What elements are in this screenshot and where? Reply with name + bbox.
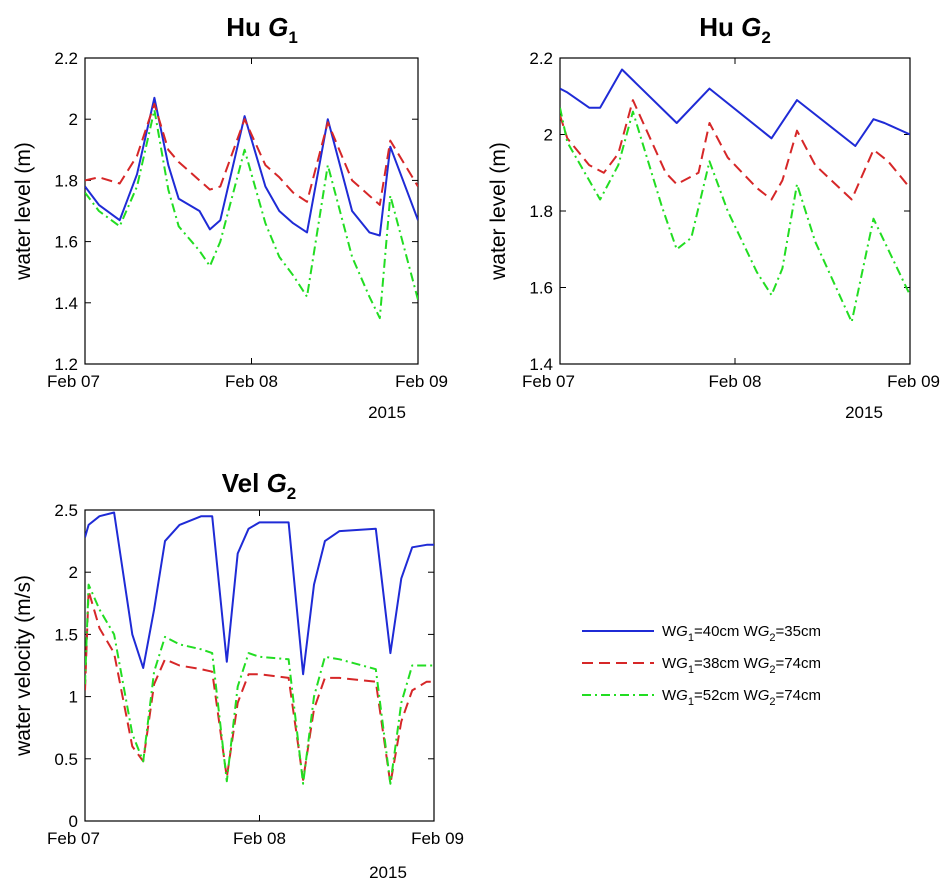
y-axis-label: water level (m) (487, 142, 510, 281)
series-line-dashed (85, 589, 434, 785)
legend-variable: G (676, 687, 688, 704)
x-axis-year-label: 2015 (845, 403, 883, 422)
legend-variable: G (758, 687, 770, 704)
title-subscript: 1 (288, 28, 297, 47)
legend-text-part: W (662, 623, 677, 640)
y-tick-label: 1.2 (54, 355, 78, 374)
y-tick-label: 1.5 (54, 625, 78, 644)
y-axis-label: water velocity (m/s) (12, 575, 35, 757)
y-tick-label: 0.5 (54, 750, 78, 769)
y-tick-label: 2.2 (529, 49, 553, 68)
legend-text-part: =74cm (776, 655, 821, 672)
y-tick-label: 0 (69, 812, 78, 831)
axes-frame (84, 57, 419, 365)
axes-frame (84, 509, 435, 822)
y-tick-label: 1.4 (54, 294, 78, 313)
axes-frame (559, 57, 911, 365)
chart-title: Hu G1 (226, 12, 298, 47)
title-subscript: 2 (761, 28, 770, 47)
y-tick-label: 1.6 (54, 233, 78, 252)
x-axis-year-label: 2015 (369, 863, 407, 882)
legend-variable: G (676, 655, 688, 672)
y-tick-label: 1.4 (529, 355, 553, 374)
legend-entry-label: WG1=52cm WG2=74cm (662, 687, 821, 708)
y-tick-label: 2 (69, 563, 78, 582)
legend-text-part: W (662, 687, 677, 704)
y-tick-label: 2.5 (54, 501, 78, 520)
title-subscript: 2 (287, 484, 296, 503)
legend-text-part: =40cm W (694, 623, 759, 640)
legend-subscript: 1 (688, 632, 694, 644)
series-line-solid (85, 96, 418, 237)
y-tick-label: 2 (544, 126, 553, 145)
series-line-dashdot (85, 583, 434, 785)
x-tick-label: Feb 08 (233, 829, 286, 848)
y-tick-label: 1 (69, 688, 78, 707)
legend-text-part: =38cm W (694, 655, 759, 672)
legend-text-part: =35cm (776, 623, 821, 640)
series-line-dashed (560, 99, 910, 201)
title-variable: G (268, 12, 288, 42)
legend-subscript: 1 (688, 664, 694, 676)
series-line-solid (85, 511, 434, 676)
chart-title: Hu G2 (699, 12, 771, 47)
y-tick-label: 1.8 (529, 202, 553, 221)
y-tick-label: 1.6 (529, 279, 553, 298)
x-tick-label: Feb 07 (522, 372, 575, 391)
chart-title: Vel G2 (222, 468, 297, 503)
chart-panel-hu-g1: 1.2 1.4 1.6 1.8 2 2.2 Feb 07 Feb 08 Feb 09 2015 wa… (12, 12, 448, 422)
title-prefix: Hu (699, 12, 741, 42)
x-tick-label: Feb 07 (47, 829, 100, 848)
series-line-dashdot (85, 109, 418, 320)
series-line-dashed (85, 102, 418, 206)
series-line-dashdot (560, 107, 910, 323)
x-tick-label: Feb 09 (411, 829, 464, 848)
legend-variable: G (758, 623, 770, 640)
legend-entry-label: WG1=40cm WG2=35cm (662, 623, 821, 644)
y-axis-label: water level (m) (12, 142, 35, 281)
y-tick-label: 2.2 (54, 49, 78, 68)
legend-subscript: 2 (769, 632, 775, 644)
title-variable: G (741, 12, 761, 42)
legend-subscript: 2 (769, 696, 775, 708)
title-prefix: Hu (226, 12, 268, 42)
title-prefix: Vel (222, 468, 267, 498)
x-tick-label: Feb 07 (47, 372, 100, 391)
x-tick-label: Feb 09 (395, 372, 448, 391)
legend-text-part: =52cm W (694, 687, 759, 704)
legend-subscript: 2 (769, 664, 775, 676)
y-tick-label: 2 (69, 110, 78, 129)
legend-variable: G (676, 623, 688, 640)
x-tick-label: Feb 08 (225, 372, 278, 391)
y-tick-label: 1.8 (54, 171, 78, 190)
x-axis-year-label: 2015 (368, 403, 406, 422)
title-variable: G (267, 468, 287, 498)
legend-variable: G (758, 655, 770, 672)
x-tick-label: Feb 08 (709, 372, 762, 391)
legend-entry-label: WG1=38cm WG2=74cm (662, 655, 821, 676)
legend-text-part: W (662, 655, 677, 672)
x-tick-label: Feb 09 (887, 372, 940, 391)
series-line-solid (560, 68, 910, 147)
legend-subscript: 1 (688, 696, 694, 708)
legend-text-part: =74cm (776, 687, 821, 704)
